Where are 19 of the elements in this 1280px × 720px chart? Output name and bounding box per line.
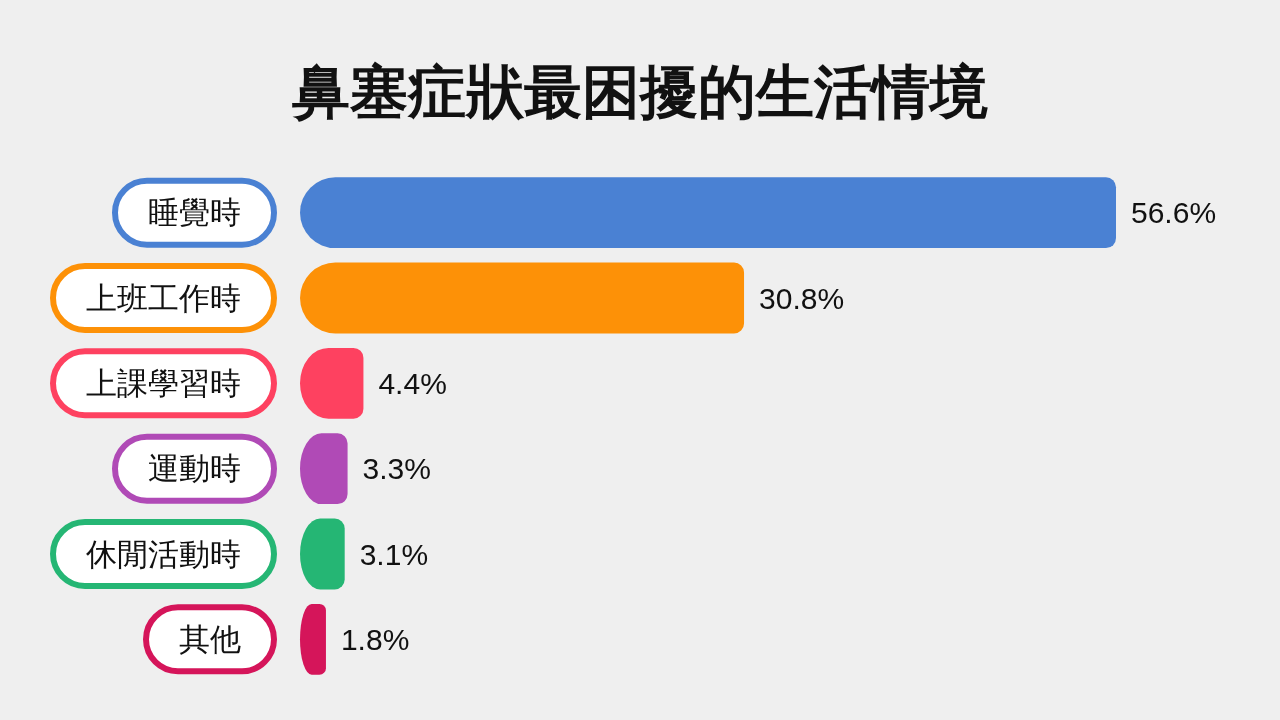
y-tick-label: 睡覺時 (148, 195, 241, 231)
y-tick-label: 運動時 (148, 451, 241, 487)
y-tick-label: 其他 (179, 621, 241, 657)
title: 鼻塞症狀最困擾的生活情境 (292, 59, 988, 124)
y-tick-label: 上班工作時 (86, 280, 241, 316)
y-tick-label: 休閒活動時 (86, 536, 241, 572)
category-label: 睡覺時 (112, 177, 277, 248)
category-label: 休閒活動時 (50, 519, 277, 589)
category-label: 上課學習時 (50, 348, 277, 419)
data-label: 1.8% (340, 622, 410, 656)
data-label: 30.8% (759, 281, 845, 315)
data-label: 3.3% (362, 452, 431, 486)
category-label: 上班工作時 (50, 263, 277, 333)
data-label: 3.1% (359, 537, 429, 571)
data-label: 56.6% (1131, 196, 1217, 230)
y-tick-label: 上課學習時 (86, 365, 241, 401)
data-label: 4.4% (378, 366, 447, 400)
category-label: 運動時 (112, 433, 277, 504)
category-label: 其他 (143, 604, 277, 675)
